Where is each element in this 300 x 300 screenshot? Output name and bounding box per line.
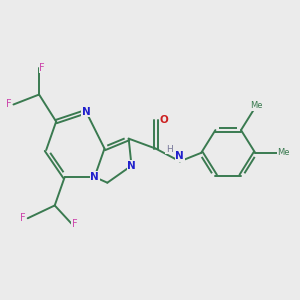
Text: F: F — [6, 100, 11, 110]
Text: H: H — [166, 145, 172, 154]
Text: Me: Me — [250, 101, 263, 110]
Text: F: F — [39, 62, 45, 73]
Text: Me: Me — [278, 148, 290, 157]
Text: N: N — [90, 172, 99, 182]
Text: F: F — [72, 219, 77, 229]
Text: O: O — [159, 115, 168, 125]
Text: F: F — [20, 213, 26, 223]
Text: N: N — [176, 151, 184, 161]
Text: N: N — [82, 106, 90, 117]
Text: N: N — [127, 160, 136, 171]
